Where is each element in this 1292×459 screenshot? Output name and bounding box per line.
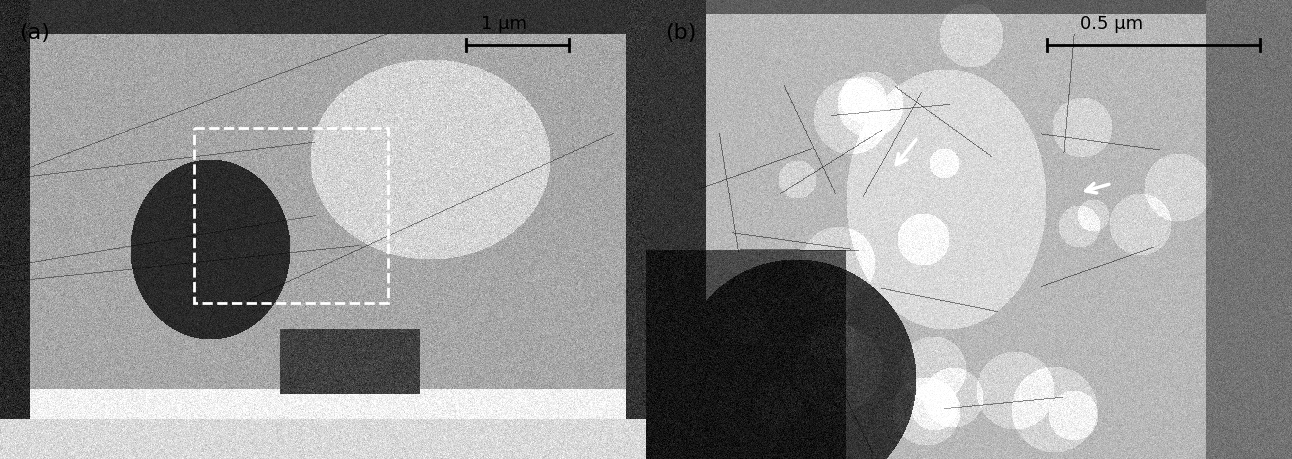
Text: 0.5 μm: 0.5 μm	[1080, 15, 1143, 33]
Text: (b): (b)	[665, 23, 696, 43]
Text: 1 μm: 1 μm	[482, 15, 527, 33]
Bar	[194, 129, 388, 303]
Text: (a): (a)	[19, 23, 50, 43]
